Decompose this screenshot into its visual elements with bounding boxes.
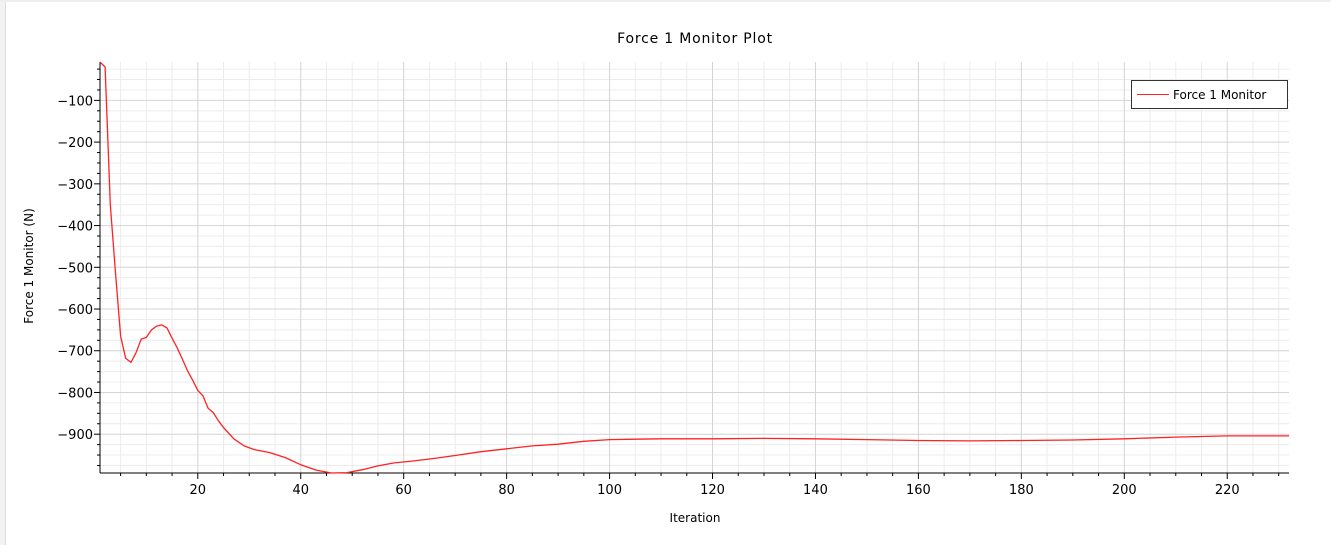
legend: Force 1 Monitor xyxy=(1131,80,1288,109)
grid-lines xyxy=(100,62,1289,473)
x-tick-label: 180 xyxy=(1009,483,1034,498)
legend-swatch xyxy=(1137,94,1169,95)
x-tick-label: 200 xyxy=(1112,483,1137,498)
window-top-edge xyxy=(0,0,1331,2)
x-tick-label: 120 xyxy=(700,483,725,498)
axes xyxy=(94,62,1289,479)
y-tick-label: −500 xyxy=(57,261,93,276)
series-lines xyxy=(99,61,1289,474)
x-axis-label: Iteration xyxy=(669,511,721,525)
y-axis-label: Force 1 Monitor (N) xyxy=(22,208,36,324)
x-tick-label: 140 xyxy=(803,483,828,498)
x-tick-label: 80 xyxy=(498,483,515,498)
chart-title: Force 1 Monitor Plot xyxy=(617,31,773,47)
legend-label: Force 1 Monitor xyxy=(1173,87,1267,102)
x-tick-label: 160 xyxy=(906,483,931,498)
y-tick-labels: −100 −200 −300 −400 −500 −600 −700 −800 −900 xyxy=(57,94,93,443)
y-tick-label: −200 xyxy=(57,136,93,151)
y-tick-label: −800 xyxy=(57,386,93,401)
x-tick-label: 100 xyxy=(597,483,622,498)
x-tick-label: 20 xyxy=(190,483,207,498)
x-tick-label: 60 xyxy=(395,483,412,498)
y-tick-label: −600 xyxy=(57,303,93,318)
y-tick-label: −400 xyxy=(57,220,93,235)
x-tick-labels: 20 40 60 80 100 120 140 160 180 200 220 xyxy=(190,483,1240,498)
window-left-edge xyxy=(0,0,6,545)
x-tick-label: 220 xyxy=(1215,483,1240,498)
y-tick-label: −100 xyxy=(57,94,93,109)
x-tick-label: 40 xyxy=(292,483,309,498)
y-tick-label: −700 xyxy=(57,345,93,360)
y-tick-label: −300 xyxy=(57,178,93,193)
y-tick-label: −900 xyxy=(57,428,93,443)
series-line-force-1-monitor xyxy=(99,61,1289,474)
